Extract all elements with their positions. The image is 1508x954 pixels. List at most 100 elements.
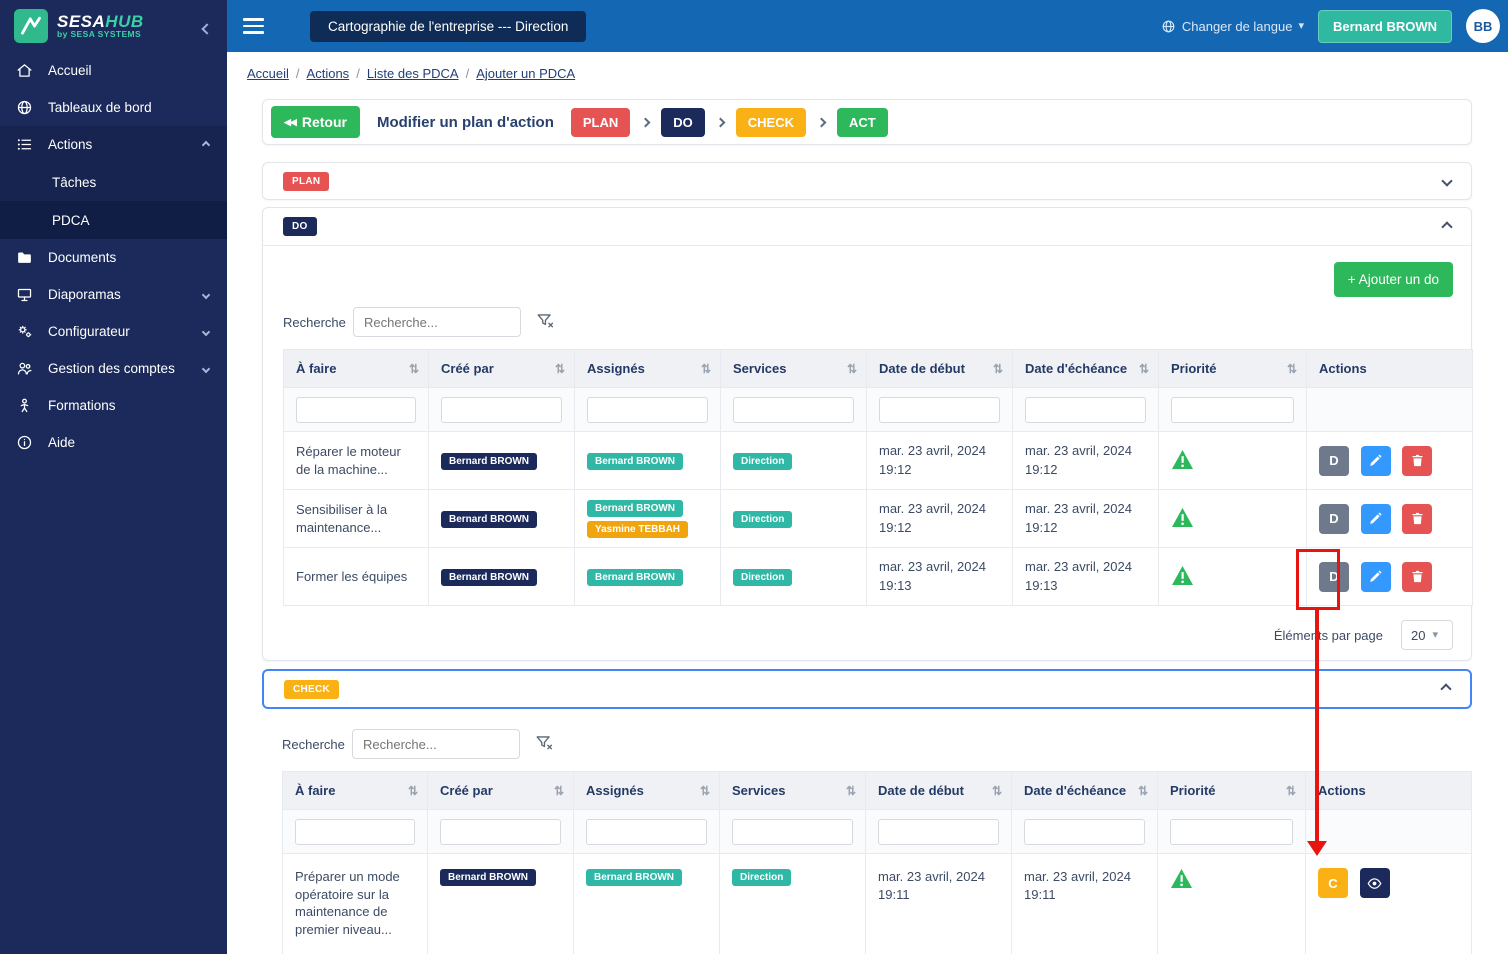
sidebar-item-gestion-des-comptes[interactable]: Gestion des comptes	[0, 350, 227, 387]
sort-icon[interactable]: ⇅	[1138, 361, 1149, 376]
sort-icon[interactable]: ⇅	[700, 361, 711, 376]
column-header-cree-par[interactable]: Créé par ⇅	[427, 771, 574, 810]
column-filter-input[interactable]	[586, 818, 707, 845]
sort-icon[interactable]: ⇅	[1285, 783, 1296, 798]
sort-icon[interactable]: ⇅	[991, 783, 1002, 798]
edit-button[interactable]	[1360, 445, 1391, 476]
plan-section-header[interactable]: PLAN	[262, 162, 1472, 200]
filter-clear-button[interactable]	[533, 309, 556, 335]
sidebar-item-aide[interactable]: Aide	[0, 424, 227, 461]
check-badge: CHECK	[284, 679, 340, 699]
column-filter-input[interactable]	[441, 396, 562, 423]
sort-icon[interactable]: ⇅	[845, 783, 856, 798]
do-section-header[interactable]: DO	[263, 208, 1471, 246]
step-check-badge[interactable]: CHECK	[735, 107, 806, 137]
avatar[interactable]: BB	[1466, 9, 1500, 43]
sidebar-item-label: Accueil	[48, 63, 92, 78]
sort-icon[interactable]: ⇅	[699, 783, 710, 798]
edit-button[interactable]	[1360, 503, 1391, 534]
start-date: mar. 23 avril, 2024 19:12	[866, 489, 1013, 548]
do-search-input[interactable]	[353, 307, 521, 337]
breadcrumb-link-liste-pdca[interactable]: Liste des PDCA	[366, 66, 459, 81]
chevron-up-icon[interactable]	[1440, 683, 1452, 695]
sidebar-item-tableaux-de-bord[interactable]: Tableaux de bord	[0, 89, 227, 126]
hamburger-menu-icon[interactable]	[243, 18, 264, 34]
filter-clear-button[interactable]	[532, 731, 555, 757]
do-detail-button[interactable]: D	[1319, 503, 1349, 534]
page-size-select[interactable]: 20 ▾	[1401, 620, 1453, 650]
column-header-services[interactable]: Services ⇅	[720, 349, 867, 388]
delete-button[interactable]	[1402, 503, 1433, 534]
column-header-priorite[interactable]: Priorité ⇅	[1158, 349, 1307, 388]
column-filter-input[interactable]	[295, 818, 415, 845]
back-button[interactable]: ◀◀ Retour	[271, 106, 360, 138]
check-search-input[interactable]	[352, 729, 520, 759]
check-detail-button[interactable]: C	[1318, 868, 1348, 898]
breadcrumb-link-actions[interactable]: Actions	[306, 66, 350, 81]
language-selector[interactable]: Changer de langue ▾	[1161, 19, 1304, 34]
user-menu-button[interactable]: Bernard BROWN	[1317, 9, 1452, 43]
column-filter-input[interactable]	[732, 818, 853, 845]
column-header-date-echeance[interactable]: Date d'échéance ⇅	[1012, 349, 1159, 388]
step-plan-badge[interactable]: PLAN	[570, 107, 631, 137]
delete-button[interactable]	[1402, 561, 1433, 592]
sidebar-item-taches[interactable]: Tâches	[0, 163, 227, 201]
breadcrumb-link-ajouter-pdca[interactable]: Ajouter un PDCA	[476, 66, 576, 81]
column-filter-input[interactable]	[296, 396, 416, 423]
sort-icon[interactable]: ⇅	[1137, 783, 1148, 798]
column-filter-input[interactable]	[879, 396, 1000, 423]
sort-icon[interactable]: ⇅	[408, 361, 419, 376]
check-section-header[interactable]: CHECK	[262, 669, 1472, 709]
column-filter-input[interactable]	[587, 396, 708, 423]
sort-icon[interactable]: ⇅	[407, 783, 418, 798]
sidebar-item-actions[interactable]: Actions	[0, 126, 227, 163]
trash-icon	[1412, 570, 1423, 583]
add-do-button[interactable]: + Ajouter un do	[1333, 262, 1453, 297]
sidebar-item-formations[interactable]: Formations	[0, 387, 227, 424]
column-header-services[interactable]: Services ⇅	[719, 771, 866, 810]
column-header-cree-par[interactable]: Créé par ⇅	[428, 349, 575, 388]
edit-button[interactable]	[1360, 561, 1391, 592]
sidebar-item-diaporamas[interactable]: Diaporamas	[0, 276, 227, 313]
step-do-badge[interactable]: DO	[661, 107, 705, 137]
view-button[interactable]	[1359, 868, 1390, 898]
sidebar-collapse-button[interactable]	[201, 20, 213, 38]
column-header-priorite[interactable]: Priorité ⇅	[1157, 771, 1306, 810]
column-header-a-faire[interactable]: À faire ⇅	[283, 349, 429, 388]
column-header-date-echeance[interactable]: Date d'échéance ⇅	[1011, 771, 1158, 810]
sidebar-item-documents[interactable]: Documents	[0, 239, 227, 276]
column-header-assignes[interactable]: Assignés ⇅	[574, 349, 721, 388]
sidebar-item-pdca[interactable]: PDCA	[0, 201, 227, 239]
chevron-up-icon[interactable]	[1441, 220, 1453, 233]
sort-icon[interactable]: ⇅	[992, 361, 1003, 376]
do-detail-button[interactable]: D	[1319, 445, 1349, 476]
column-filter-input[interactable]	[440, 818, 561, 845]
column-filter-input[interactable]	[1024, 818, 1145, 845]
column-filter-input[interactable]	[733, 396, 854, 423]
column-filter-input[interactable]	[1025, 396, 1146, 423]
do-detail-button-highlighted[interactable]: D	[1319, 561, 1349, 592]
service-badge: Direction	[733, 568, 793, 586]
sort-icon[interactable]: ⇅	[1286, 361, 1297, 376]
column-filter-input[interactable]	[1170, 818, 1293, 845]
chevron-down-icon[interactable]	[1441, 175, 1453, 187]
sidebar-item-accueil[interactable]: Accueil	[0, 52, 227, 89]
sort-icon[interactable]: ⇅	[553, 783, 564, 798]
column-header-date-debut[interactable]: Date de début ⇅	[866, 349, 1013, 388]
task-cell: Former les équipes	[283, 547, 429, 606]
breadcrumb-link-accueil[interactable]: Accueil	[247, 66, 289, 81]
column-header-date-debut[interactable]: Date de début ⇅	[865, 771, 1012, 810]
column-header-assignes[interactable]: Assignés ⇅	[573, 771, 720, 810]
sort-icon[interactable]: ⇅	[554, 361, 565, 376]
column-header-a-faire[interactable]: À faire ⇅	[282, 771, 428, 810]
table-row: Sensibiliser à la maintenance... Bernard…	[283, 489, 1473, 548]
column-filter-input[interactable]	[878, 818, 999, 845]
task-cell: Réparer le moteur de la machine...	[283, 431, 429, 490]
actions-cell: D	[1306, 431, 1473, 490]
column-filter-input[interactable]	[1171, 396, 1294, 423]
sort-icon[interactable]: ⇅	[846, 361, 857, 376]
delete-button[interactable]	[1402, 445, 1433, 476]
sidebar-item-configurateur[interactable]: Configurateur	[0, 313, 227, 350]
step-act-badge[interactable]: ACT	[837, 107, 888, 137]
assignee-badge: Bernard BROWN	[586, 869, 683, 886]
